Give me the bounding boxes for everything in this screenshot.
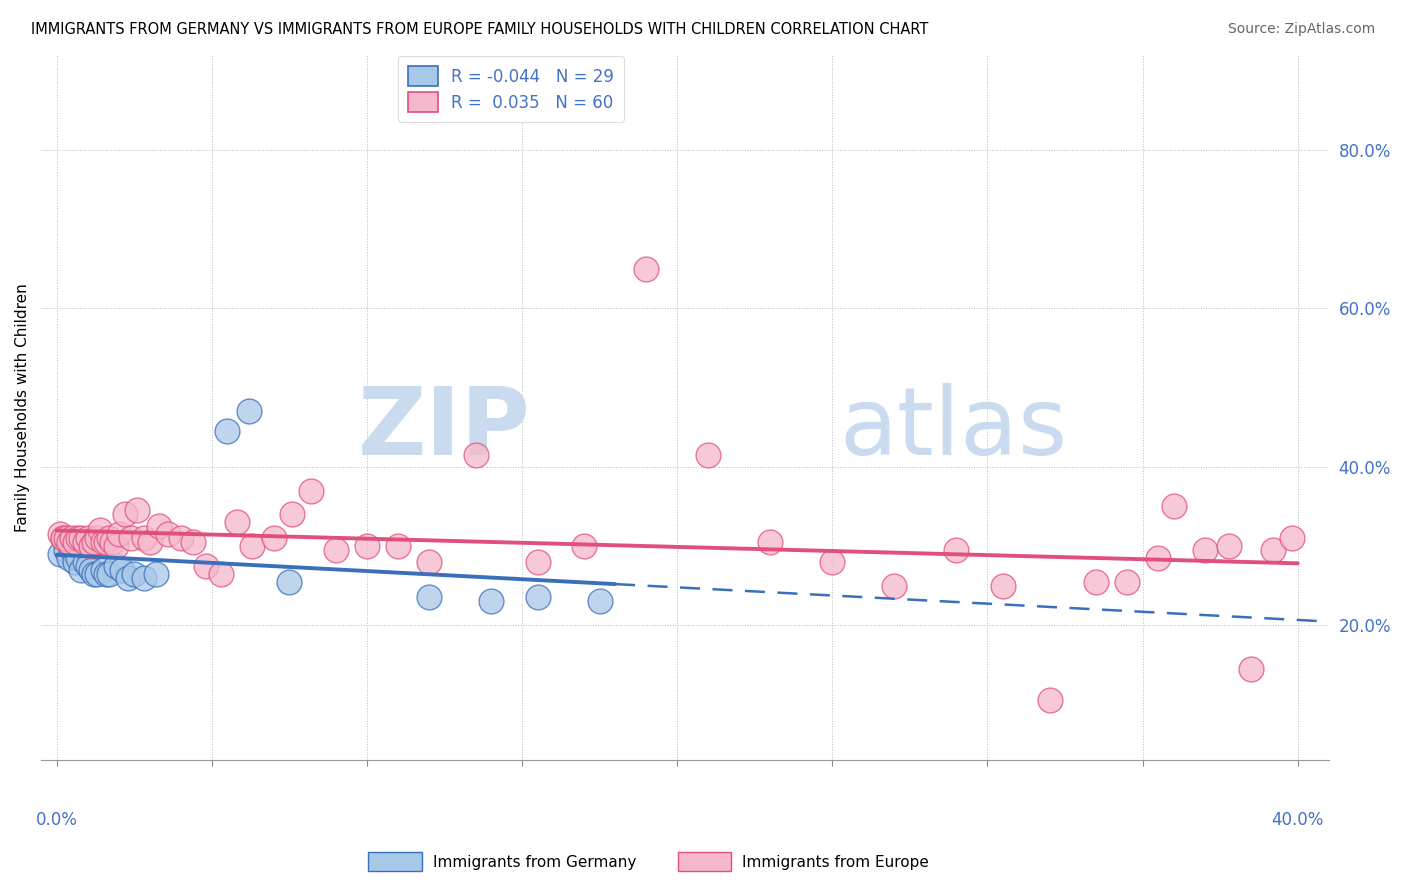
Point xyxy=(91,535,114,549)
Point xyxy=(238,404,260,418)
Point xyxy=(1194,543,1216,558)
Point xyxy=(148,519,170,533)
Point xyxy=(89,523,111,537)
Text: Immigrants from Germany: Immigrants from Germany xyxy=(433,855,637,870)
Point xyxy=(80,539,103,553)
Text: IMMIGRANTS FROM GERMANY VS IMMIGRANTS FROM EUROPE FAMILY HOUSEHOLDS WITH CHILDRE: IMMIGRANTS FROM GERMANY VS IMMIGRANTS FR… xyxy=(31,22,928,37)
Point xyxy=(67,531,90,545)
Point xyxy=(67,550,90,565)
Point xyxy=(157,527,180,541)
Point xyxy=(526,591,548,605)
Point xyxy=(418,591,440,605)
Point xyxy=(91,563,114,577)
Point xyxy=(101,535,124,549)
Point xyxy=(883,578,905,592)
Point xyxy=(170,531,193,545)
Point xyxy=(263,531,285,545)
Point xyxy=(1085,574,1108,589)
Point xyxy=(479,594,502,608)
Point xyxy=(73,555,96,569)
Point xyxy=(58,550,80,565)
Point xyxy=(52,531,75,545)
Point xyxy=(60,531,83,545)
Text: 40.0%: 40.0% xyxy=(1271,811,1324,830)
Point xyxy=(209,566,232,581)
Y-axis label: Family Households with Children: Family Households with Children xyxy=(15,283,30,532)
Point xyxy=(299,483,322,498)
Point xyxy=(1038,693,1060,707)
Point xyxy=(132,571,155,585)
Point xyxy=(60,543,83,558)
Point xyxy=(181,535,204,549)
Point xyxy=(697,448,720,462)
Point xyxy=(1261,543,1284,558)
Text: Immigrants from Europe: Immigrants from Europe xyxy=(742,855,929,870)
Point xyxy=(1281,531,1303,545)
Point xyxy=(65,535,87,549)
Legend: R = -0.044   N = 29, R =  0.035   N = 60: R = -0.044 N = 29, R = 0.035 N = 60 xyxy=(398,56,624,121)
Point xyxy=(418,555,440,569)
Point xyxy=(1116,574,1139,589)
Point xyxy=(122,566,145,581)
Point xyxy=(83,535,105,549)
Point xyxy=(117,571,139,585)
Point xyxy=(132,531,155,545)
Point xyxy=(48,547,70,561)
Point xyxy=(225,515,247,529)
Point xyxy=(1218,539,1240,553)
Text: ZIP: ZIP xyxy=(357,383,530,475)
Point xyxy=(96,566,118,581)
Point xyxy=(217,424,239,438)
Point xyxy=(325,543,347,558)
Point xyxy=(80,563,103,577)
Point xyxy=(83,566,105,581)
Point xyxy=(572,539,595,553)
Point xyxy=(588,594,610,608)
Point xyxy=(636,261,658,276)
Point xyxy=(240,539,263,553)
Point xyxy=(356,539,378,553)
Point xyxy=(70,563,93,577)
Point xyxy=(65,555,87,569)
Point xyxy=(55,543,77,558)
Point xyxy=(86,531,108,545)
Point xyxy=(278,574,301,589)
Point xyxy=(98,566,121,581)
Point xyxy=(759,535,782,549)
Point xyxy=(58,535,80,549)
Point xyxy=(526,555,548,569)
Point xyxy=(107,527,129,541)
Point xyxy=(991,578,1014,592)
Point xyxy=(1240,662,1263,676)
Text: 0.0%: 0.0% xyxy=(35,811,77,830)
Point xyxy=(1163,500,1185,514)
Point xyxy=(104,558,127,573)
Point xyxy=(281,508,304,522)
Point xyxy=(55,531,77,545)
Point xyxy=(48,527,70,541)
Point xyxy=(76,558,98,573)
Text: Source: ZipAtlas.com: Source: ZipAtlas.com xyxy=(1227,22,1375,37)
Point xyxy=(98,531,121,545)
Point xyxy=(127,503,149,517)
Point xyxy=(138,535,160,549)
Point xyxy=(86,566,108,581)
Point xyxy=(114,508,136,522)
Text: atlas: atlas xyxy=(839,383,1067,475)
Point xyxy=(145,566,167,581)
Point xyxy=(96,535,118,549)
Point xyxy=(70,531,93,545)
Point xyxy=(76,531,98,545)
Point xyxy=(945,543,967,558)
Point xyxy=(464,448,486,462)
Point xyxy=(73,535,96,549)
Point xyxy=(1147,550,1170,565)
Point xyxy=(821,555,844,569)
Point xyxy=(194,558,217,573)
Point xyxy=(52,531,75,545)
Point xyxy=(111,563,134,577)
Point xyxy=(387,539,409,553)
Point xyxy=(104,539,127,553)
Point xyxy=(120,531,142,545)
